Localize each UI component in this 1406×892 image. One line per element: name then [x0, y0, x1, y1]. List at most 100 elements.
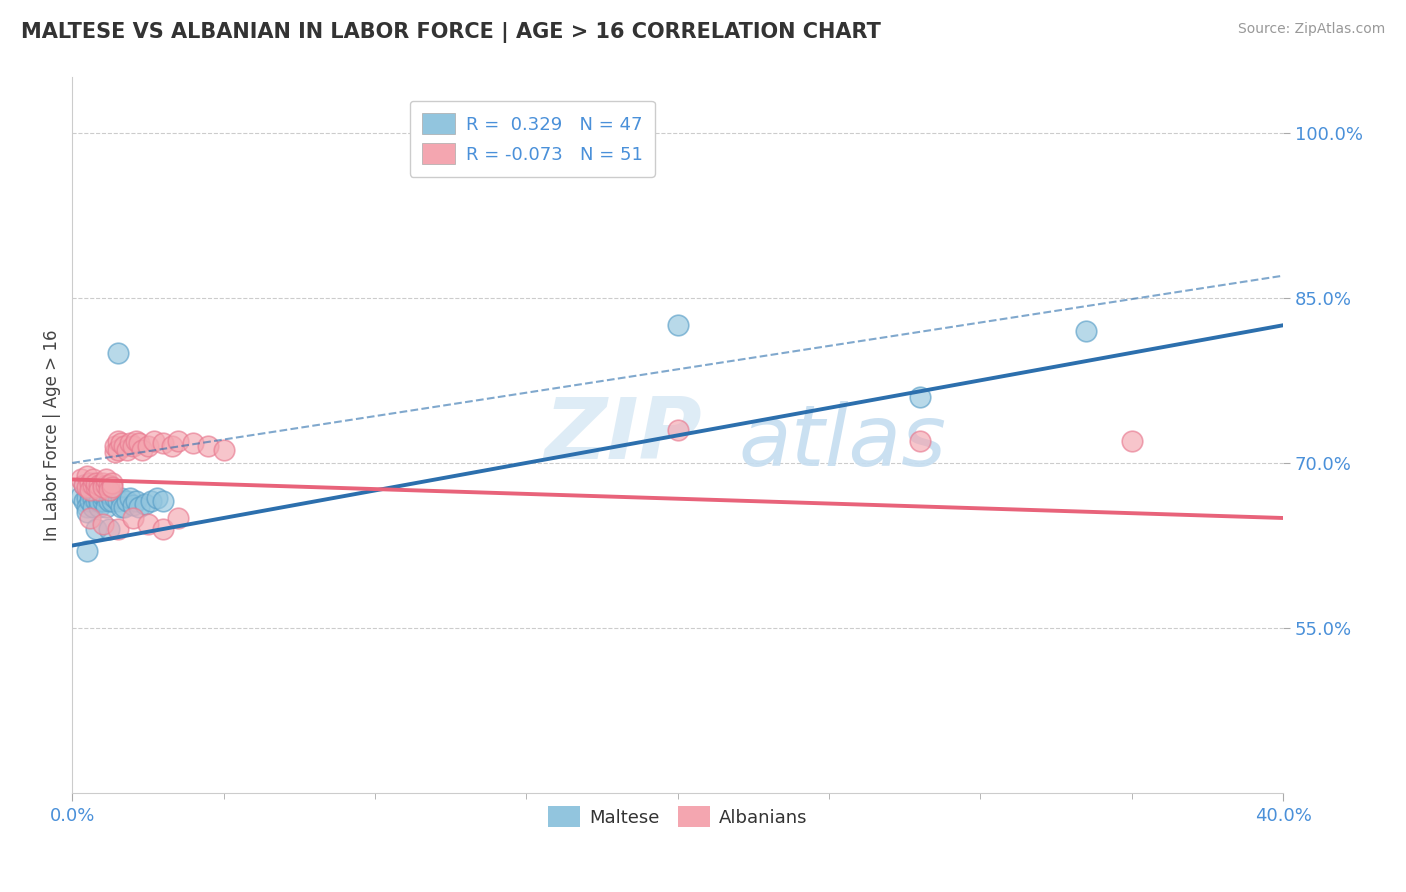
Point — [76, 480, 98, 494]
Point — [107, 346, 129, 360]
Point — [73, 478, 96, 492]
Point — [136, 439, 159, 453]
Point — [89, 491, 111, 505]
Point — [89, 478, 111, 492]
Point — [79, 494, 101, 508]
Point — [167, 434, 190, 448]
Point — [131, 442, 153, 457]
Point — [139, 494, 162, 508]
Point — [125, 494, 148, 508]
Point — [107, 522, 129, 536]
Point — [134, 497, 156, 511]
Point — [197, 439, 219, 453]
Point — [76, 469, 98, 483]
Text: Source: ZipAtlas.com: Source: ZipAtlas.com — [1237, 22, 1385, 37]
Point — [112, 439, 135, 453]
Point — [82, 500, 104, 514]
Point — [167, 511, 190, 525]
Point — [79, 483, 101, 498]
Point — [86, 489, 108, 503]
Point — [666, 318, 689, 333]
Point — [70, 489, 93, 503]
Point — [94, 473, 117, 487]
Point — [128, 436, 150, 450]
Y-axis label: In Labor Force | Age > 16: In Labor Force | Age > 16 — [44, 330, 60, 541]
Text: ZIP: ZIP — [544, 394, 702, 477]
Point — [107, 494, 129, 508]
Point — [89, 494, 111, 508]
Point — [97, 494, 120, 508]
Point — [91, 489, 114, 503]
Point — [91, 475, 114, 490]
Point — [97, 478, 120, 492]
Point — [97, 487, 120, 501]
Point — [91, 487, 114, 501]
Point — [94, 478, 117, 492]
Point — [100, 475, 122, 490]
Point — [94, 491, 117, 505]
Point — [115, 494, 138, 508]
Point — [110, 500, 132, 514]
Point — [91, 480, 114, 494]
Point — [97, 522, 120, 536]
Point — [82, 478, 104, 492]
Point — [104, 439, 127, 453]
Point — [86, 494, 108, 508]
Point — [146, 491, 169, 505]
Point — [1121, 434, 1143, 448]
Point — [82, 483, 104, 498]
Legend: Maltese, Albanians: Maltese, Albanians — [540, 799, 815, 834]
Point — [91, 494, 114, 508]
Text: MALTESE VS ALBANIAN IN LABOR FORCE | AGE > 16 CORRELATION CHART: MALTESE VS ALBANIAN IN LABOR FORCE | AGE… — [21, 22, 882, 44]
Point — [908, 434, 931, 448]
Point — [666, 423, 689, 437]
Point — [107, 442, 129, 457]
Point — [89, 500, 111, 514]
Point — [104, 445, 127, 459]
Point — [143, 434, 166, 448]
Point — [86, 487, 108, 501]
Point — [91, 516, 114, 531]
Point — [181, 436, 204, 450]
Point — [79, 511, 101, 525]
Point — [136, 516, 159, 531]
Point — [115, 442, 138, 457]
Point — [86, 475, 108, 490]
Point — [94, 500, 117, 514]
Point — [121, 498, 143, 512]
Point — [112, 500, 135, 514]
Point — [82, 473, 104, 487]
Point — [86, 522, 108, 536]
Point — [89, 483, 111, 498]
Text: atlas: atlas — [738, 401, 946, 484]
Point — [152, 436, 174, 450]
Point — [128, 500, 150, 514]
Point — [104, 491, 127, 505]
Point — [152, 494, 174, 508]
Point — [100, 494, 122, 508]
Point — [100, 489, 122, 503]
Point — [121, 511, 143, 525]
Point — [1076, 324, 1098, 338]
Point — [121, 439, 143, 453]
Point — [76, 491, 98, 505]
Point — [79, 487, 101, 501]
Point — [107, 434, 129, 448]
Point — [100, 480, 122, 494]
Point — [73, 494, 96, 508]
Point — [76, 544, 98, 558]
Point — [70, 473, 93, 487]
Point — [110, 436, 132, 450]
Point — [908, 390, 931, 404]
Point — [125, 434, 148, 448]
Point — [82, 491, 104, 505]
Point — [152, 522, 174, 536]
Point — [212, 442, 235, 457]
Point — [86, 480, 108, 494]
Point — [79, 475, 101, 490]
Point — [118, 491, 141, 505]
Point — [160, 439, 183, 453]
Point — [73, 478, 96, 492]
Point — [76, 506, 98, 520]
Point — [76, 500, 98, 514]
